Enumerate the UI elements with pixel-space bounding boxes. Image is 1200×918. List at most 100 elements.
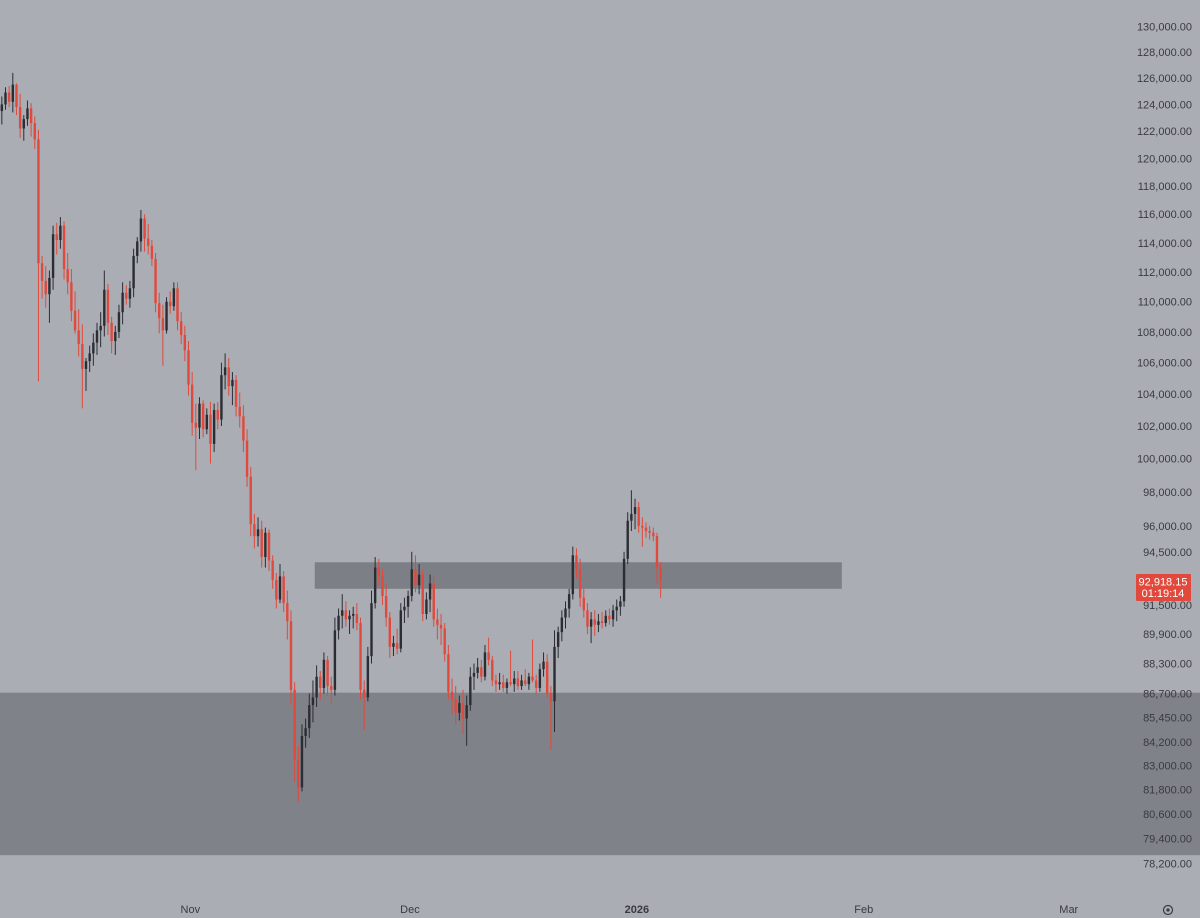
price-tick-label: 86,700.00 xyxy=(1143,689,1192,701)
candle xyxy=(179,312,183,345)
candle xyxy=(311,680,315,723)
candle xyxy=(637,502,640,533)
time-tick-label: Dec xyxy=(400,904,420,916)
price-tick-label: 100,000.00 xyxy=(1137,454,1192,466)
candle xyxy=(461,689,465,735)
candle xyxy=(509,650,512,687)
price-tick-label: 114,000.00 xyxy=(1138,238,1192,250)
candle xyxy=(154,253,157,313)
candle xyxy=(483,644,487,681)
candle xyxy=(212,403,216,453)
candle xyxy=(450,678,454,715)
candle xyxy=(641,517,644,547)
candle xyxy=(245,429,249,487)
candle xyxy=(454,686,457,725)
price-tick-label: 84,200.00 xyxy=(1143,737,1192,749)
price-tick-label: 126,000.00 xyxy=(1137,73,1192,85)
candle xyxy=(348,610,351,634)
candle xyxy=(0,96,4,125)
candle xyxy=(524,669,527,687)
candle xyxy=(62,221,66,280)
candle xyxy=(198,397,201,439)
price-tick-label: 118,000.00 xyxy=(1138,181,1192,193)
candle xyxy=(15,83,18,116)
time-tick-label: Feb xyxy=(854,904,873,916)
candle xyxy=(553,630,556,733)
candle xyxy=(527,672,531,690)
candle xyxy=(600,612,604,629)
candle xyxy=(392,635,395,657)
candle xyxy=(81,324,84,409)
candle xyxy=(289,610,293,706)
candle xyxy=(333,617,337,696)
candle xyxy=(209,401,212,464)
candle xyxy=(575,548,578,579)
candle xyxy=(103,270,106,337)
candle xyxy=(406,590,410,618)
candle xyxy=(143,214,146,252)
candle xyxy=(436,608,439,640)
candle xyxy=(428,574,432,613)
candle xyxy=(630,490,633,532)
candle xyxy=(48,270,51,323)
candle xyxy=(513,671,516,692)
candle xyxy=(183,325,187,362)
candle xyxy=(619,595,622,616)
candle xyxy=(114,325,117,355)
candle xyxy=(549,686,553,750)
last-price-tag: 92,918.15 01:19:14 xyxy=(1136,574,1191,601)
candle xyxy=(337,608,340,640)
candle xyxy=(249,466,252,537)
candle xyxy=(22,115,25,141)
candle xyxy=(458,695,461,721)
last-price-tag-bg xyxy=(1136,574,1191,601)
candle xyxy=(4,87,7,110)
candle xyxy=(516,671,520,690)
time-axis[interactable]: Nov Dec 2026 Feb Mar xyxy=(181,904,1079,916)
candle xyxy=(626,512,629,565)
candle xyxy=(494,674,498,692)
candle xyxy=(106,283,110,335)
last-price-label: 92,918.15 xyxy=(1139,577,1188,589)
candle xyxy=(330,676,333,704)
candle xyxy=(77,309,80,357)
candle xyxy=(37,129,40,382)
candle xyxy=(260,520,263,568)
price-tick-label: 122,000.00 xyxy=(1137,126,1192,138)
candle xyxy=(267,529,271,572)
candle xyxy=(223,353,227,390)
candle xyxy=(655,532,659,584)
candle xyxy=(564,601,567,629)
candle xyxy=(132,248,135,298)
candle xyxy=(355,603,359,631)
candle xyxy=(44,266,47,308)
candle xyxy=(465,695,468,746)
candle xyxy=(578,558,582,607)
candle xyxy=(633,498,637,530)
candle xyxy=(315,665,318,707)
candle xyxy=(176,282,179,331)
zones-layer xyxy=(0,562,1200,856)
price-axis[interactable]: 130,000.00 128,000.00 126,000.00 124,000.00… xyxy=(1137,22,1192,871)
candle xyxy=(567,588,571,618)
settings-icon[interactable] xyxy=(1162,904,1174,916)
candle xyxy=(586,603,589,634)
candle xyxy=(18,93,22,138)
candle xyxy=(443,623,446,662)
candle xyxy=(520,674,523,690)
candle xyxy=(447,644,450,700)
price-tick-label: 94,500.00 xyxy=(1143,547,1192,559)
price-tick-label: 80,600.00 xyxy=(1143,809,1192,821)
candle xyxy=(7,85,11,108)
price-tick-label: 108,000.00 xyxy=(1137,327,1192,339)
candle xyxy=(472,663,476,690)
candle xyxy=(286,590,289,640)
price-tick-label: 83,000.00 xyxy=(1143,760,1192,772)
candle xyxy=(234,375,238,417)
candle xyxy=(582,588,585,618)
candle xyxy=(33,116,36,149)
candle xyxy=(366,646,370,702)
candle xyxy=(128,280,132,308)
price-tick-label: 98,000.00 xyxy=(1143,487,1192,499)
